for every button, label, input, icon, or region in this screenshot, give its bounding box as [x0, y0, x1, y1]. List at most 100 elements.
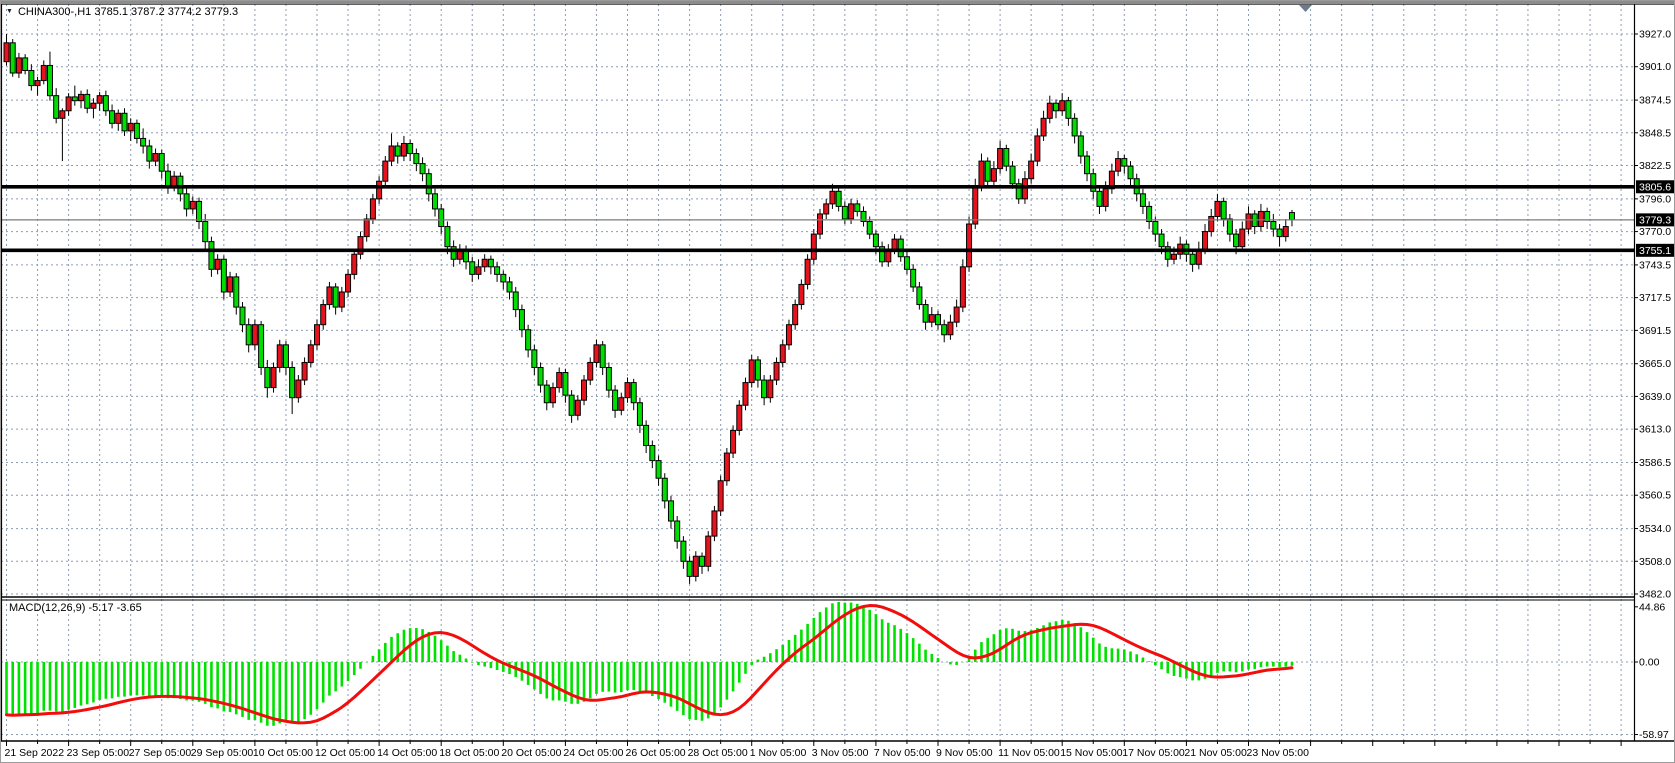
candle-body[interactable]	[425, 173, 432, 195]
candle-body[interactable]	[109, 110, 116, 124]
candle-body[interactable]	[158, 153, 165, 172]
candle-body[interactable]	[587, 361, 594, 381]
candle-body[interactable]	[618, 397, 625, 411]
candle-body[interactable]	[1040, 117, 1047, 137]
candle-body[interactable]	[1046, 102, 1053, 119]
candle-body[interactable]	[705, 535, 712, 567]
candle-body[interactable]	[239, 306, 246, 326]
candle-body[interactable]	[1084, 155, 1091, 175]
candle-body[interactable]	[450, 246, 457, 260]
candle-body[interactable]	[711, 510, 718, 537]
candle-body[interactable]	[922, 304, 929, 323]
candle-body[interactable]	[817, 213, 824, 235]
candle-body[interactable]	[972, 185, 979, 225]
candle-body[interactable]	[935, 314, 941, 326]
candle-body[interactable]	[518, 309, 525, 331]
candle-body[interactable]	[46, 64, 53, 97]
candle-body[interactable]	[326, 286, 333, 306]
candle-body[interactable]	[810, 233, 817, 260]
candle-body[interactable]	[785, 324, 792, 346]
candle-body[interactable]	[748, 359, 755, 384]
candle-body[interactable]	[761, 379, 768, 399]
candle-body[interactable]	[612, 389, 619, 411]
candle-body[interactable]	[674, 520, 681, 542]
candle-body[interactable]	[133, 122, 140, 139]
candle-body[interactable]	[680, 540, 687, 562]
candle-body[interactable]	[1158, 233, 1165, 248]
candle-body[interactable]	[531, 349, 538, 368]
candle-body[interactable]	[227, 276, 234, 293]
candle-body[interactable]	[376, 180, 383, 200]
candle-body[interactable]	[804, 258, 811, 285]
candle-body[interactable]	[736, 404, 743, 431]
candle-body[interactable]	[1065, 100, 1072, 119]
candle-body[interactable]	[9, 42, 16, 74]
candle-body[interactable]	[115, 112, 122, 124]
candle-body[interactable]	[537, 366, 544, 386]
candle-body[interactable]	[34, 80, 41, 87]
candle-body[interactable]	[1028, 160, 1035, 180]
candle-body[interactable]	[1096, 190, 1103, 207]
candle-body[interactable]	[264, 366, 271, 389]
candle-body[interactable]	[121, 112, 128, 132]
candle-body[interactable]	[798, 283, 805, 306]
candle-body[interactable]	[630, 382, 637, 404]
candle-body[interactable]	[1102, 188, 1109, 207]
candle-body[interactable]	[773, 361, 780, 381]
candle-body[interactable]	[1189, 253, 1196, 265]
candle-body[interactable]	[394, 145, 401, 157]
candle-body[interactable]	[251, 324, 258, 346]
candle-body[interactable]	[1170, 253, 1177, 260]
candle-body[interactable]	[1071, 117, 1078, 137]
candle-body[interactable]	[475, 266, 482, 275]
candle-body[interactable]	[568, 394, 575, 416]
candle-body[interactable]	[282, 344, 289, 368]
candle-body[interactable]	[860, 210, 867, 223]
candle-body[interactable]	[444, 226, 451, 248]
candle-body[interactable]	[723, 452, 730, 482]
candle-body[interactable]	[214, 258, 221, 270]
candle-body[interactable]	[779, 344, 786, 363]
candle-body[interactable]	[1052, 102, 1059, 112]
candle-body[interactable]	[754, 359, 761, 381]
candle-body[interactable]	[742, 382, 749, 406]
candle-body[interactable]	[208, 241, 215, 270]
candle-body[interactable]	[1270, 221, 1277, 230]
candle-body[interactable]	[487, 258, 494, 268]
candle-body[interactable]	[692, 555, 699, 577]
candle-body[interactable]	[152, 153, 159, 162]
candle-body[interactable]	[581, 379, 588, 401]
candle-body[interactable]	[413, 153, 420, 165]
candle-body[interactable]	[549, 387, 556, 404]
candle-body[interactable]	[1257, 210, 1264, 228]
candle-body[interactable]	[494, 266, 501, 275]
candle-body[interactable]	[307, 344, 314, 363]
candle-body[interactable]	[928, 314, 935, 323]
candle-body[interactable]	[332, 286, 339, 308]
candle-body[interactable]	[556, 372, 563, 389]
candle-body[interactable]	[1164, 246, 1171, 260]
candle-body[interactable]	[1108, 170, 1115, 190]
candle-body[interactable]	[345, 273, 352, 293]
candle-body[interactable]	[891, 238, 898, 250]
candle-body[interactable]	[419, 163, 426, 175]
candle-body[interactable]	[984, 160, 991, 182]
candle-body[interactable]	[258, 324, 265, 368]
candle-body[interactable]	[1239, 228, 1246, 248]
candle-body[interactable]	[543, 384, 550, 404]
candle-body[interactable]	[829, 190, 836, 205]
candle-body[interactable]	[320, 304, 327, 326]
candle-body[interactable]	[966, 223, 973, 268]
candle-body[interactable]	[164, 170, 171, 187]
candle-body[interactable]	[1146, 205, 1153, 223]
candle-body[interactable]	[1245, 213, 1252, 230]
candle-body[interactable]	[15, 57, 22, 74]
candle-body[interactable]	[363, 218, 370, 238]
candle-body[interactable]	[357, 236, 364, 255]
candle-body[interactable]	[1264, 210, 1271, 223]
candle-body[interactable]	[1214, 200, 1221, 217]
candle-body[interactable]	[897, 238, 904, 258]
candle-body[interactable]	[1121, 158, 1128, 167]
candle-body[interactable]	[854, 203, 861, 212]
